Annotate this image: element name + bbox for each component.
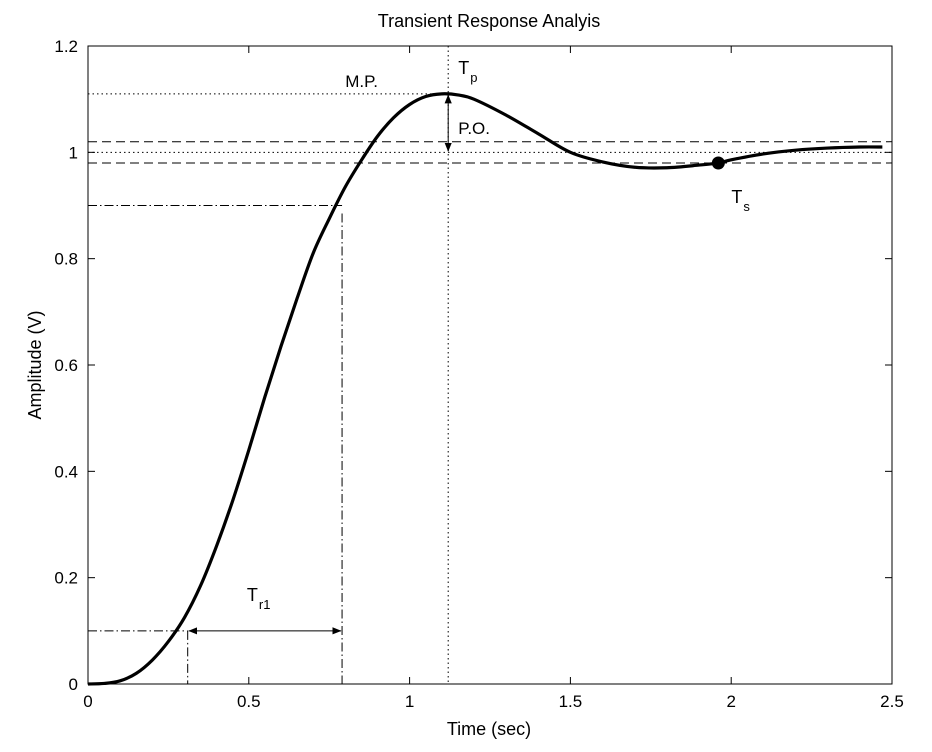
peak-time-label: Tp <box>458 58 477 85</box>
x-tick-label: 2 <box>726 692 735 711</box>
peak-time-label-sub: p <box>470 70 477 85</box>
step-response-line <box>88 94 882 684</box>
x-ticks: 0 0.5 1 1.5 2 2.5 <box>83 46 904 711</box>
x-tick-label: 1 <box>405 692 414 711</box>
x-tick-label: 2.5 <box>880 692 904 711</box>
x-tick-label: 0.5 <box>237 692 261 711</box>
y-tick-label: 1.2 <box>54 37 78 56</box>
settling-time-point <box>712 156 725 169</box>
x-tick-label: 0 <box>83 692 92 711</box>
y-tick-label: 0.4 <box>54 462 78 481</box>
rise-time-label: Tr1 <box>247 585 271 612</box>
chart-title: Transient Response Analyis <box>378 11 600 31</box>
settling-time-label-main: T <box>731 187 742 207</box>
settling-time-label-sub: s <box>743 199 750 214</box>
settling-time-label: Ts <box>731 187 750 214</box>
y-tick-label: 0.2 <box>54 569 78 588</box>
y-axis-label: Amplitude (V) <box>25 310 45 419</box>
x-axis-label: Time (sec) <box>447 719 531 739</box>
percent-overshoot-label: P.O. <box>458 119 490 138</box>
rise-time-label-sub: r1 <box>259 597 271 612</box>
y-tick-label: 0.8 <box>54 250 78 269</box>
x-tick-label: 1.5 <box>559 692 583 711</box>
rise-time-label-main: T <box>247 585 258 605</box>
y-tick-label: 0.6 <box>54 356 78 375</box>
peak-time-label-main: T <box>458 58 469 78</box>
y-tick-label: 1 <box>69 143 78 162</box>
reference-lines <box>88 46 892 684</box>
y-tick-label: 0 <box>69 675 78 694</box>
max-peak-label: M.P. <box>345 72 378 91</box>
